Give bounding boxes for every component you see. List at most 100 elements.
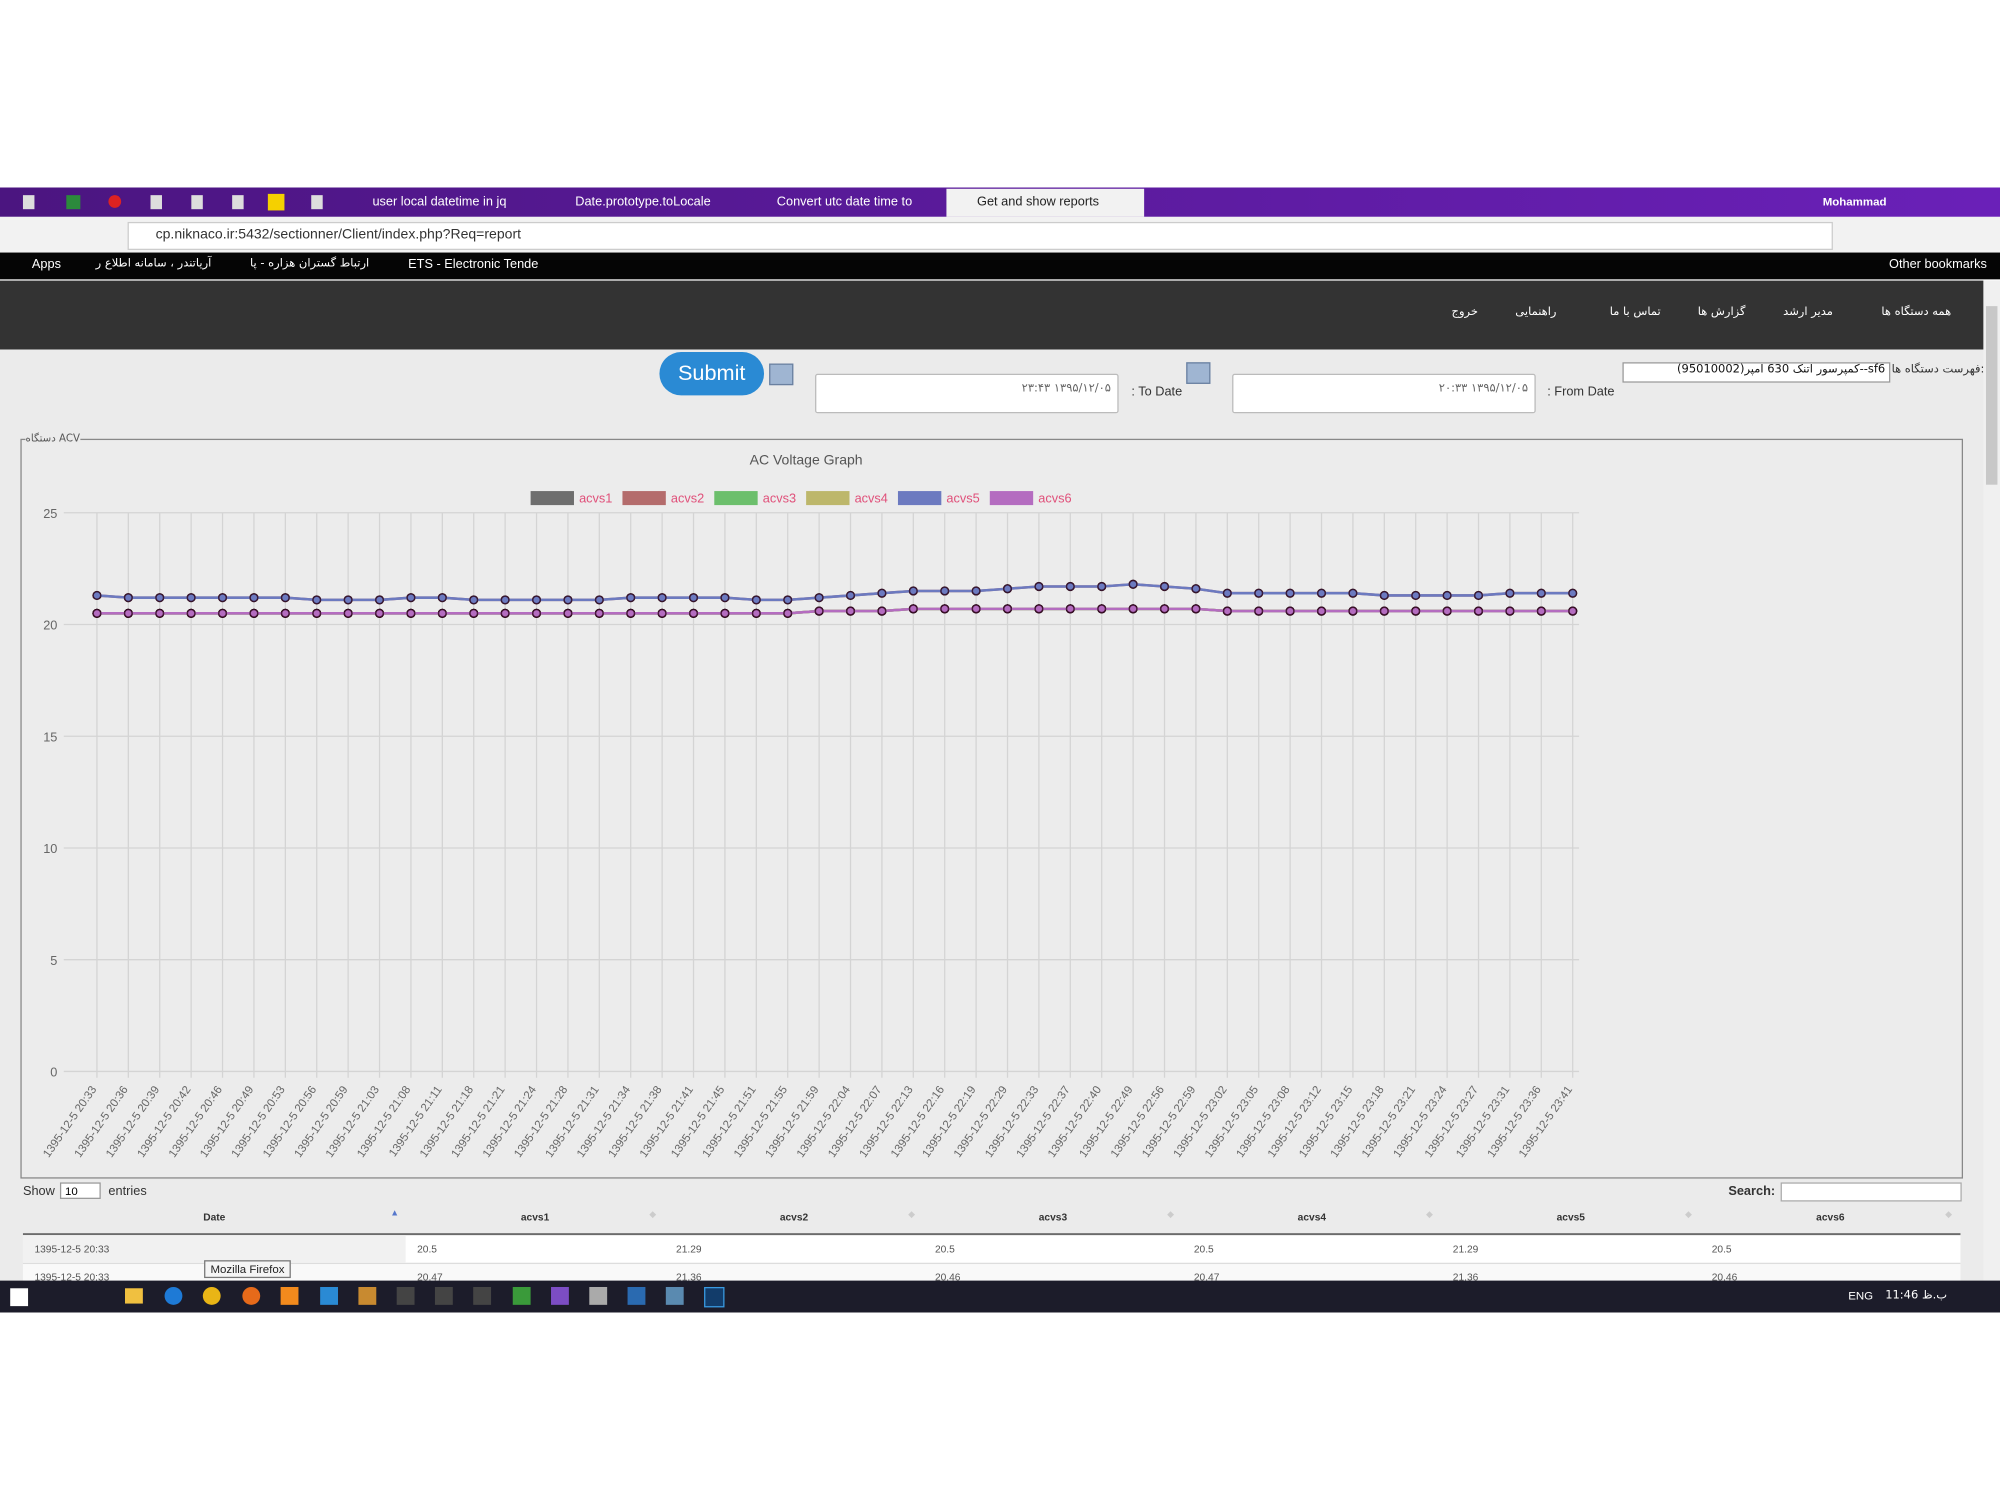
sort-icon: ◆ bbox=[1945, 1210, 1953, 1220]
nav-item[interactable]: خروج bbox=[1451, 306, 1478, 319]
x-tick-label: 1395-12-5 20:33 bbox=[41, 1084, 99, 1160]
data-point bbox=[971, 586, 981, 596]
device-value[interactable]: sf6--کمپرسور اتنک 630 آمپر(95010002) bbox=[1677, 363, 1886, 377]
bookmark[interactable]: Other bookmarks bbox=[1889, 257, 1987, 272]
data-point bbox=[1002, 584, 1013, 594]
data-point bbox=[469, 608, 479, 618]
table-cell: 20.5 bbox=[934, 1243, 955, 1256]
legend-label: acvs6 bbox=[1038, 491, 1071, 506]
tab[interactable]: user local datetime in jq bbox=[372, 195, 507, 210]
y-tick-label: 0 bbox=[50, 1065, 57, 1080]
to-input[interactable] bbox=[815, 373, 1119, 414]
navbar bbox=[0, 280, 1984, 350]
start-button[interactable] bbox=[10, 1288, 29, 1307]
table-cell: 21.36 bbox=[1452, 1271, 1479, 1284]
bookmark[interactable]: ETS - Electronic Tende bbox=[408, 257, 539, 272]
from-value[interactable]: ۱۳۹۵/۱۲/۰۵ ۲۰:۳۳ bbox=[1438, 382, 1529, 396]
from-input[interactable] bbox=[1232, 373, 1536, 414]
language[interactable]: ENG bbox=[1848, 1289, 1874, 1303]
data-point bbox=[845, 606, 856, 616]
bookmark[interactable]: ارتباط گستران هزاره - پا bbox=[249, 257, 370, 271]
nav-item[interactable]: تماس با ما bbox=[1609, 306, 1661, 319]
profile-name[interactable]: Mohammad bbox=[1822, 195, 1887, 208]
table-cell: 1395-12-5 20:33 bbox=[34, 1271, 110, 1284]
data-point bbox=[720, 608, 730, 618]
clock[interactable]: 11:46 ب.ظ bbox=[1885, 1289, 1948, 1303]
data-point bbox=[1159, 581, 1170, 592]
data-point bbox=[186, 608, 196, 618]
submit-button[interactable]: Submit bbox=[659, 352, 765, 396]
search-input[interactable] bbox=[1780, 1182, 1962, 1202]
data-point bbox=[343, 608, 353, 618]
table-cell: 20.5 bbox=[417, 1243, 437, 1256]
data-point bbox=[1536, 588, 1546, 598]
legend-swatch bbox=[530, 491, 574, 506]
data-point bbox=[594, 608, 604, 618]
data-point bbox=[1568, 606, 1578, 616]
device-select[interactable] bbox=[1622, 362, 1891, 383]
table-cell: 21.36 bbox=[676, 1271, 702, 1284]
calendar-icon[interactable] bbox=[1186, 362, 1211, 384]
sort-icon: ◆ bbox=[1426, 1210, 1433, 1220]
data-point bbox=[1159, 604, 1170, 614]
data-point bbox=[217, 608, 228, 618]
url[interactable]: cp.niknaco.ir:5432/sectionner/Client/ind… bbox=[155, 227, 522, 243]
chart-title: AC Voltage Graph bbox=[750, 451, 863, 467]
data-point bbox=[626, 593, 636, 603]
to-value[interactable]: ۱۳۹۵/۱۲/۰۵ ۲۳:۴۳ bbox=[1021, 382, 1111, 396]
taskbar-apps[interactable] bbox=[122, 1286, 725, 1308]
legend-label: acvs4 bbox=[855, 491, 888, 506]
data-point bbox=[1473, 606, 1484, 616]
device-label: فهرست دستگاه ها: bbox=[1891, 363, 1985, 377]
data-point bbox=[1442, 606, 1452, 616]
nav-item[interactable]: همه دستگاه ها bbox=[1881, 306, 1952, 319]
pinned-tabs[interactable] bbox=[10, 193, 329, 212]
data-point bbox=[500, 608, 510, 618]
tab[interactable]: Date.prototype.toLocale bbox=[575, 195, 711, 210]
data-point bbox=[594, 595, 604, 605]
entries-label: entries bbox=[108, 1184, 147, 1199]
tab[interactable]: Get and show reports bbox=[977, 195, 1099, 210]
legend-label: acvs2 bbox=[671, 491, 704, 506]
data-point bbox=[343, 595, 353, 605]
data-point bbox=[940, 586, 950, 596]
data-point bbox=[1128, 604, 1138, 614]
table-cell: 20.47 bbox=[1193, 1271, 1220, 1284]
data-point bbox=[1316, 588, 1327, 598]
data-point bbox=[1348, 606, 1358, 616]
data-point bbox=[437, 593, 447, 603]
data-point bbox=[1442, 590, 1452, 601]
data-point bbox=[1222, 588, 1232, 598]
nav-item[interactable]: گزارش ها bbox=[1697, 306, 1746, 319]
data-point bbox=[845, 590, 856, 601]
data-point bbox=[1065, 604, 1075, 614]
data-point bbox=[155, 608, 165, 618]
data-point bbox=[1254, 606, 1264, 616]
nav-item[interactable]: مدیر ارشد bbox=[1783, 306, 1833, 319]
nav-item[interactable]: راهنمایی bbox=[1515, 306, 1557, 319]
data-point bbox=[783, 595, 793, 605]
data-point bbox=[437, 608, 447, 618]
scrollbar[interactable] bbox=[1983, 280, 2000, 1281]
y-tick-label: 15 bbox=[43, 729, 57, 744]
data-point bbox=[1002, 604, 1013, 614]
tooltip: Mozilla Firefox bbox=[204, 1260, 291, 1279]
column-header: acvs2 bbox=[779, 1211, 809, 1224]
omnibox[interactable] bbox=[127, 221, 1833, 250]
bookmark[interactable]: Apps bbox=[31, 257, 61, 272]
table-cell: 20.47 bbox=[417, 1271, 443, 1284]
calendar-icon[interactable] bbox=[769, 363, 794, 386]
data-point bbox=[1191, 604, 1201, 614]
tab[interactable]: Convert utc date time to bbox=[776, 195, 912, 210]
data-point bbox=[751, 608, 761, 618]
data-point bbox=[814, 606, 824, 616]
table-cell: 20.5 bbox=[1711, 1243, 1732, 1256]
bookmark[interactable]: آریاتندر ، سامانه اطلاع ر bbox=[95, 257, 212, 271]
data-point bbox=[563, 595, 573, 605]
data-point bbox=[469, 595, 479, 605]
column-header: acvs1 bbox=[520, 1211, 550, 1224]
sort-icon: ◆ bbox=[649, 1210, 657, 1220]
panel-legend: دستگاه ACV bbox=[25, 432, 80, 444]
length-select[interactable]: 10 bbox=[59, 1182, 101, 1199]
data-point bbox=[908, 586, 918, 596]
